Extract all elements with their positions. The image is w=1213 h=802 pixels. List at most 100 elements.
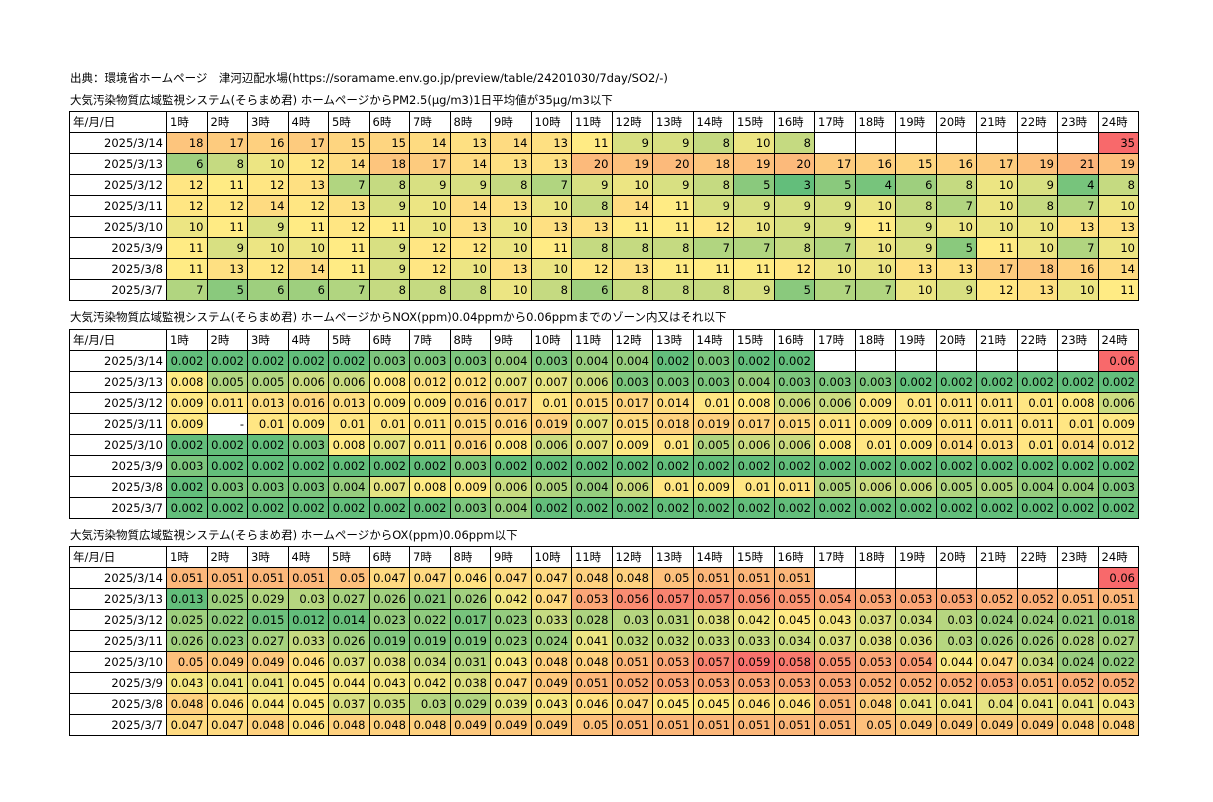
hour-header: 14時 [692,546,734,568]
date-cell: 2025/3/11 [69,195,167,217]
value-cell: 0.052 [1016,588,1058,610]
value-cell: 0.012 [449,371,491,393]
value-cell: 11 [166,237,208,259]
value-cell: 0.007 [530,371,572,393]
value-cell: 0.054 [895,651,937,673]
value-cell: 0.01 [652,434,694,456]
value-cell [854,350,896,372]
table-row: 2025/3/14 18 17 16 17 15 15 14 13 14 13 11 9 9 8 10 8 35 [69,132,1139,154]
value-cell: 10 [287,237,329,259]
value-cell: 10 [247,237,289,259]
value-cell: 0.023 [206,630,248,652]
value-cell: 0.003 [449,455,491,477]
value-cell: 0.053 [692,672,734,694]
value-cell: 0.047 [530,567,572,589]
hour-header: 14時 [692,329,734,351]
value-cell: 9 [611,132,653,154]
value-cell: 19 [611,153,653,175]
value-cell: 0.004 [490,350,532,372]
value-cell: 0.002 [166,350,208,372]
value-cell: 10 [895,279,937,301]
value-cell: 0.007 [368,476,410,498]
table-row: 2025/3/8 0.048 0.046 0.044 0.045 0.037 0.035 0.… [69,693,1139,715]
value-cell: 19 [1097,153,1139,175]
value-cell: 0.002 [287,455,329,477]
value-cell: 13 [530,216,572,238]
value-cell: 0.044 [935,651,977,673]
value-cell: 0.011 [976,413,1018,435]
date-cell: 2025/3/14 [69,132,167,154]
value-cell: 8 [490,174,532,196]
value-cell: 0.055 [773,588,815,610]
value-cell: 0.021 [409,588,451,610]
value-cell: 10 [409,195,451,217]
value-cell: 0.008 [814,434,856,456]
value-cell: 0.022 [206,609,248,631]
value-cell: 9 [571,174,613,196]
value-cell: 0.002 [409,497,451,519]
hour-header: 4時 [287,546,329,568]
value-cell: 10 [1016,237,1058,259]
value-cell: 10 [733,132,775,154]
value-cell: 0.002 [976,497,1018,519]
value-cell: 13 [1097,216,1139,238]
value-cell: 9 [773,216,815,238]
value-cell: 10 [449,258,491,280]
value-cell: 0.053 [854,588,896,610]
value-cell: 0.056 [611,588,653,610]
value-cell: 0.01 [328,413,370,435]
value-cell: 7 [814,279,856,301]
value-cell: 14 [490,132,532,154]
value-cell: 0.003 [206,476,248,498]
value-cell: 0.002 [247,497,289,519]
value-cell: 0.011 [773,476,815,498]
value-cell: 0.002 [368,497,410,519]
value-cell: 0.024 [976,609,1018,631]
value-cell: 0.004 [490,497,532,519]
pm25-table: 年/月/日 1時 2時 3時 4時 5時 6時 7時 8時 9時 10時 11時 12時 13時 14時 15… [69,111,1139,301]
value-cell: 0.016 [449,392,491,414]
value-cell: 11 [368,216,410,238]
value-cell: 11 [976,237,1018,259]
value-cell: 0.009 [449,476,491,498]
value-cell: 0.024 [1057,651,1099,673]
value-cell: 11 [854,216,896,238]
value-cell: 0.006 [328,371,370,393]
value-cell: 0.002 [571,455,613,477]
hour-header: 12時 [611,329,653,351]
hour-header: 16時 [773,111,815,133]
value-cell: 0.006 [773,392,815,414]
value-cell: 8 [206,153,248,175]
value-cell: 14 [409,132,451,154]
hour-header: 5時 [328,111,370,133]
hour-header: 1時 [166,111,208,133]
value-cell: 13 [571,216,613,238]
hour-header: 20時 [935,546,977,568]
value-cell: 0.052 [1097,672,1139,694]
table-row: 2025/3/14 0.051 0.051 0.051 0.051 0.05 0.047 0.… [69,567,1139,589]
value-cell: 0.022 [1097,651,1139,673]
value-cell: 10 [935,216,977,238]
value-cell: 0.002 [530,497,572,519]
value-cell: 0.034 [895,609,937,631]
value-cell: 0.003 [287,434,329,456]
value-cell: 0.006 [814,392,856,414]
value-cell: 0.009 [409,392,451,414]
value-cell: 0.038 [854,630,896,652]
value-cell: 0.002 [895,497,937,519]
date-cell: 2025/3/13 [69,153,167,175]
value-cell: 0.006 [571,371,613,393]
value-cell: 8 [773,132,815,154]
header-row: 年/月/日 1時 2時 3時 4時 5時 6時 7時 8時 9時 10時 11時 12時 13時 14時 15… [69,546,1139,568]
value-cell: 0.009 [692,476,734,498]
value-cell: 0.007 [490,371,532,393]
value-cell: 0.046 [773,693,815,715]
hour-header: 6時 [368,329,410,351]
value-cell: 0.011 [935,413,977,435]
value-cell: 0.043 [530,693,572,715]
hour-header: 17時 [814,329,856,351]
value-cell: 12 [206,195,248,217]
value-cell: 18 [692,153,734,175]
value-cell: 11 [1097,279,1139,301]
value-cell: 0.002 [206,455,248,477]
